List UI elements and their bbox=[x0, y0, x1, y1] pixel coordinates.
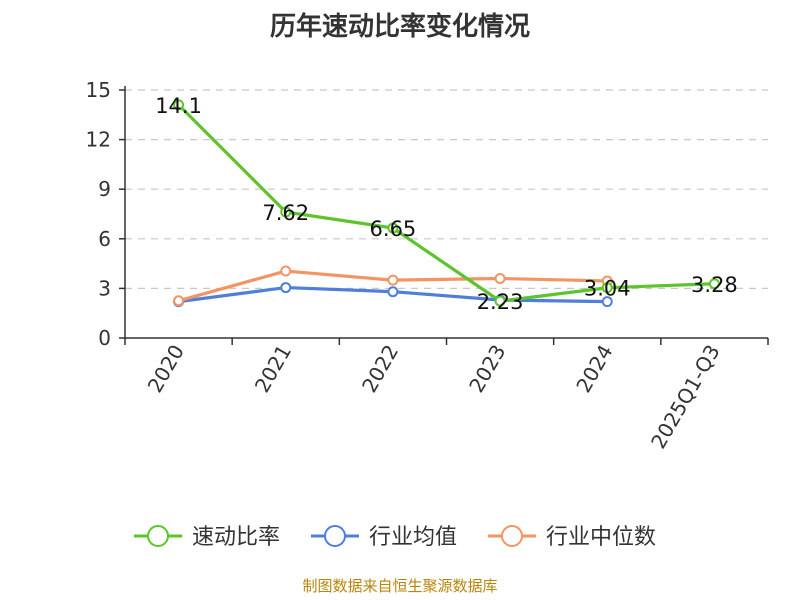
data-point bbox=[387, 222, 399, 234]
data-point bbox=[708, 278, 720, 290]
data-point bbox=[280, 206, 292, 218]
legend-label: 行业均值 bbox=[369, 525, 457, 550]
source-footer: 制图数据来自恒生聚源数据库 bbox=[302, 577, 498, 595]
data-label-layer: 14.1 7.62 6.65 2.23 3.04 3.28 bbox=[155, 94, 738, 314]
data-point bbox=[601, 296, 613, 308]
y-tick-label: 6 bbox=[98, 227, 111, 251]
data-label: 3.04 bbox=[584, 277, 631, 301]
data-point bbox=[173, 295, 185, 307]
y-tick-label: 9 bbox=[98, 177, 111, 201]
axis-layer: 0 3 6 9 12 15 2020 2021 2022 2023 2024 2025Q1-Q3 bbox=[86, 78, 769, 453]
data-label: 6.65 bbox=[370, 217, 417, 241]
legend-marker bbox=[501, 525, 523, 547]
legend-marker bbox=[147, 525, 169, 547]
data-point bbox=[494, 272, 506, 284]
x-tick-label: 2023 bbox=[464, 341, 510, 397]
data-point bbox=[280, 265, 292, 277]
grid-layer bbox=[125, 89, 768, 289]
x-tick-label: 2021 bbox=[250, 341, 296, 397]
data-point bbox=[387, 286, 399, 298]
x-tick-label: 2024 bbox=[571, 341, 617, 397]
legend-label: 行业中位数 bbox=[546, 525, 656, 550]
y-tick-label: 15 bbox=[86, 78, 111, 102]
y-tick-label: 3 bbox=[98, 276, 111, 300]
series-line bbox=[177, 103, 715, 303]
series-layer bbox=[173, 99, 720, 308]
legend-label: 速动比率 bbox=[192, 525, 280, 550]
data-point bbox=[601, 282, 613, 294]
chart-title: 历年速动比率变化情况 bbox=[269, 12, 530, 42]
data-label: 14.1 bbox=[155, 94, 202, 118]
data-label: 7.62 bbox=[262, 201, 309, 225]
y-tick-label: 12 bbox=[86, 128, 111, 152]
y-tick-label: 0 bbox=[98, 326, 111, 350]
data-point bbox=[280, 282, 292, 294]
legend-marker bbox=[324, 525, 346, 547]
data-label: 2.23 bbox=[477, 290, 524, 314]
legend: 速动比率 行业均值 行业中位数 bbox=[134, 525, 656, 550]
data-point bbox=[173, 99, 185, 111]
x-tick-label: 2020 bbox=[143, 341, 189, 397]
data-label: 3.28 bbox=[691, 273, 738, 297]
data-point bbox=[387, 274, 399, 286]
x-tick-label: 2025Q1-Q3 bbox=[646, 341, 725, 453]
data-point bbox=[494, 295, 506, 307]
x-tick-label: 2022 bbox=[357, 341, 403, 397]
